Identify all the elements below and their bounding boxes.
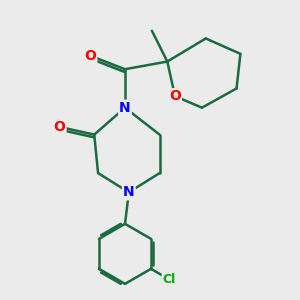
Text: O: O <box>54 120 66 134</box>
Text: O: O <box>169 89 181 103</box>
Text: N: N <box>123 185 135 199</box>
Text: N: N <box>119 101 131 115</box>
Text: O: O <box>84 49 96 63</box>
Text: Cl: Cl <box>163 273 176 286</box>
